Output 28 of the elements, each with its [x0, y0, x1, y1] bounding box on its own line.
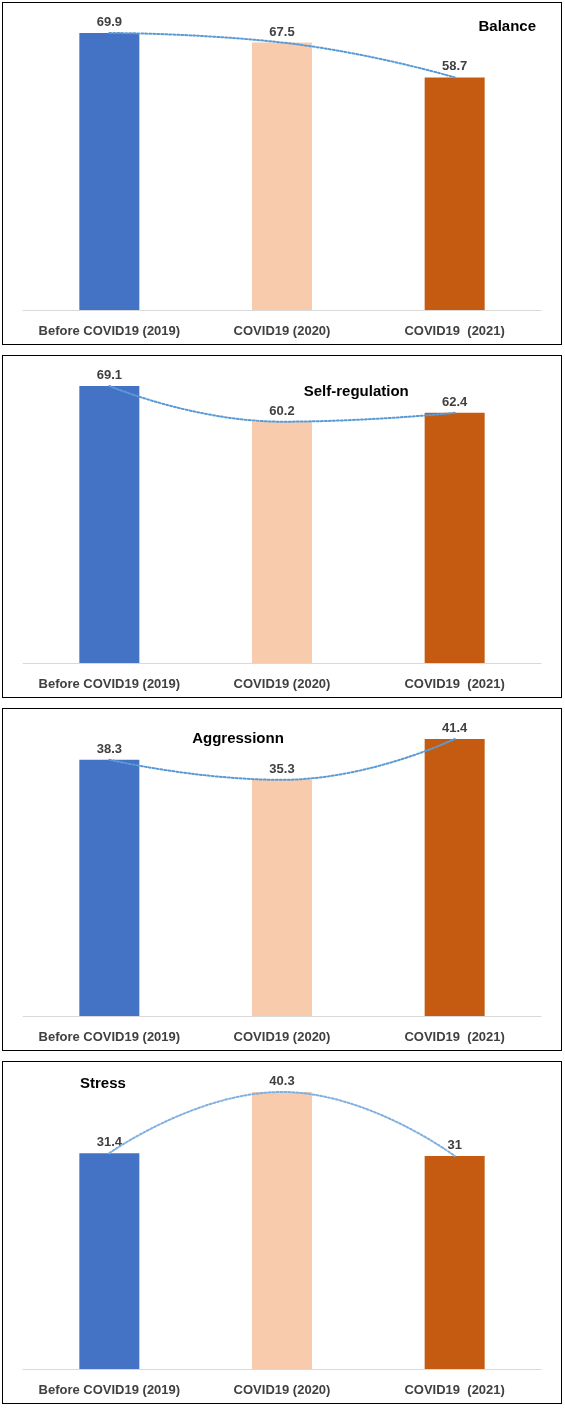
x-tick-label: Before COVID19 (2019)	[38, 676, 181, 691]
data-label: 35.3	[269, 760, 295, 776]
x-tick-label: COVID19 (2021)	[404, 1029, 505, 1044]
x-tick-label: Before COVID19 (2019)	[38, 323, 181, 338]
x-tick-label: COVID19 (2020)	[233, 676, 331, 691]
chart-title: Aggressionn	[192, 729, 284, 746]
x-tick-label: COVID19 (2021)	[404, 1382, 505, 1397]
x-tick-label: COVID19 (2020)	[233, 1382, 331, 1397]
data-label: 40.3	[269, 1073, 295, 1088]
x-tick-label: COVID19 (2020)	[233, 323, 331, 338]
x-tick-label: Before COVID19 (2019)	[38, 1029, 181, 1044]
data-label: 67.5	[269, 23, 295, 39]
x-tick-label: COVID19 (2020)	[233, 1029, 331, 1044]
data-label: 60.2	[269, 402, 295, 418]
chart-title: Self-regulation	[303, 382, 409, 399]
data-label: 41.4	[442, 720, 469, 735]
data-label: 62.4	[442, 393, 469, 409]
chart-title: Balance	[478, 17, 537, 34]
data-label: 31.4	[96, 1134, 123, 1150]
data-label: 69.9	[96, 14, 122, 29]
chart-title: Stress	[80, 1074, 126, 1091]
x-tick-label: COVID19 (2021)	[404, 676, 505, 691]
x-tick-label: COVID19 (2021)	[404, 323, 505, 338]
data-label: 58.7	[442, 58, 468, 74]
data-label: 38.3	[96, 740, 122, 756]
data-label: 69.1	[96, 367, 122, 382]
x-tick-label: Before COVID19 (2019)	[38, 1382, 181, 1397]
data-label: 31	[447, 1136, 462, 1152]
